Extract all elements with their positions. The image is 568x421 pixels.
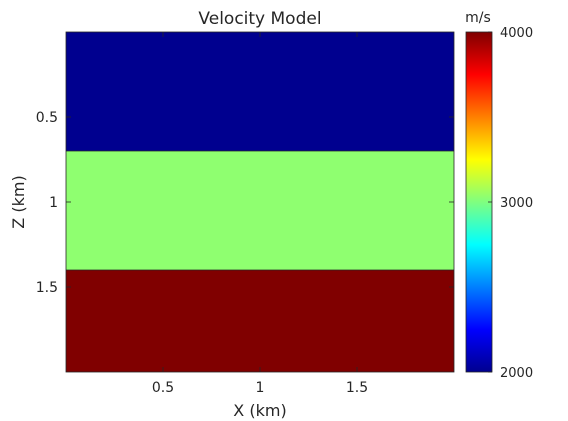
velocity-layer-2 xyxy=(66,151,454,270)
velocity-layer-1 xyxy=(66,32,454,151)
chart-title: Velocity Model xyxy=(198,9,321,29)
colorbar-tick-label: 2000 xyxy=(500,366,533,381)
colorbar-tick-label: 3000 xyxy=(500,196,533,211)
x-tick-label: 0.5 xyxy=(152,380,174,396)
velocity-layers xyxy=(66,32,454,372)
colorbar-unit-label: m/s xyxy=(465,10,491,26)
x-tick-label: 1.5 xyxy=(346,380,368,396)
colorbar-tick-label: 4000 xyxy=(500,26,533,41)
x-axis-ticks: 0.5 1 1.5 xyxy=(152,32,368,396)
velocity-layer-3 xyxy=(66,270,454,372)
y-tick-label: 0.5 xyxy=(36,110,58,126)
y-tick-label: 1 xyxy=(49,195,58,211)
colorbar-ticks: 2000 3000 4000 xyxy=(488,26,533,381)
x-tick-label: 1 xyxy=(256,380,265,396)
y-tick-label: 1.5 xyxy=(36,280,58,296)
x-axis-label: X (km) xyxy=(233,401,286,420)
colorbar xyxy=(465,31,493,373)
y-axis-label: Z (km) xyxy=(9,175,28,228)
y-axis-ticks: 0.5 1 1.5 xyxy=(36,110,454,296)
